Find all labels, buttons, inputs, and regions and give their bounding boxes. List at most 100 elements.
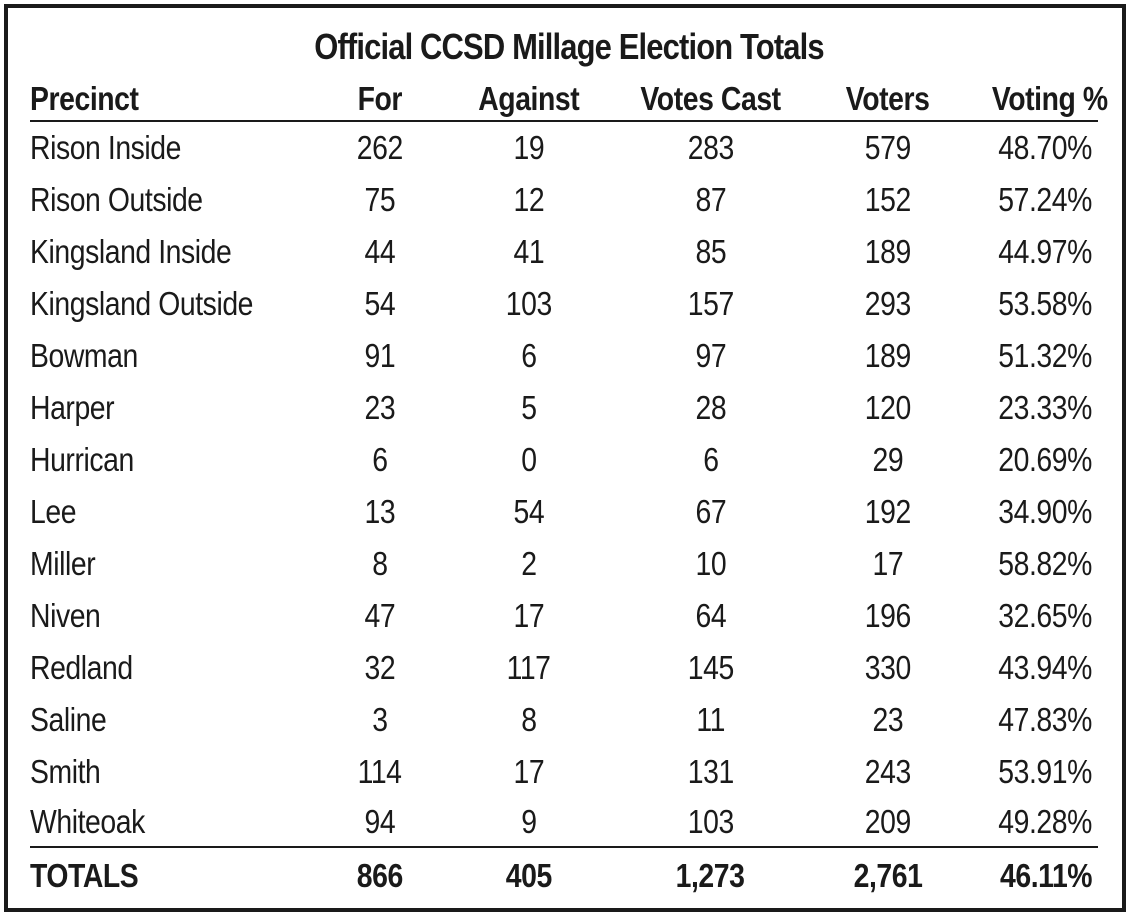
cell-voters: 293 bbox=[864, 285, 912, 322]
cell-precinct: Bowman bbox=[30, 337, 138, 374]
cell-voters: 23 bbox=[872, 701, 904, 738]
cell-votes-cast: 10 bbox=[695, 545, 726, 582]
cell-precinct: Kingsland Inside bbox=[30, 233, 232, 270]
cell-for: 6 bbox=[372, 441, 388, 478]
header-votes-cast: Votes Cast bbox=[618, 78, 803, 122]
cell-voters: 330 bbox=[864, 649, 912, 686]
cell-voting-pct: 20.69% bbox=[998, 441, 1092, 478]
cell-votes-cast: 283 bbox=[687, 129, 734, 166]
cell-precinct: Whiteoak bbox=[30, 798, 320, 848]
table-row: Miller 8 2 10 17 58.82% bbox=[30, 538, 1098, 590]
header-for: For bbox=[320, 78, 440, 122]
cell-votes-cast: 87 bbox=[695, 181, 726, 218]
cell-against: 12 bbox=[513, 181, 545, 218]
cell-votes-cast: 131 bbox=[687, 753, 734, 790]
cell-voters: 192 bbox=[864, 493, 912, 530]
cell-against: 19 bbox=[513, 129, 545, 166]
cell-for: 8 bbox=[372, 545, 388, 582]
cell-voters: 120 bbox=[864, 389, 912, 426]
cell-voting-pct: 47.83% bbox=[998, 701, 1092, 738]
cell-votes-cast: 145 bbox=[687, 649, 734, 686]
cell-against: 41 bbox=[513, 233, 545, 270]
cell-precinct: Saline bbox=[30, 701, 107, 738]
cell-for: 23 bbox=[364, 389, 396, 426]
cell-voters: 209 bbox=[803, 798, 973, 848]
table-row: Rison Outside 75 12 87 152 57.24% bbox=[30, 174, 1098, 226]
cell-against: 9 bbox=[440, 798, 618, 848]
cell-voters: 189 bbox=[864, 337, 912, 374]
cell-votes-cast: 97 bbox=[695, 337, 726, 374]
page-title: Official CCSD Millage Election Totals bbox=[314, 26, 824, 67]
cell-against: 5 bbox=[521, 389, 537, 426]
cell-voting-pct: 51.32% bbox=[998, 337, 1092, 374]
cell-for: 75 bbox=[364, 181, 396, 218]
cell-voters: 189 bbox=[864, 233, 912, 270]
table-row: Redland 32 117 145 330 43.94% bbox=[30, 642, 1098, 694]
cell-voters: 152 bbox=[864, 181, 912, 218]
cell-voting-pct: 58.82% bbox=[998, 545, 1092, 582]
cell-votes-cast: 67 bbox=[695, 493, 726, 530]
cell-voting-pct: 43.94% bbox=[998, 649, 1092, 686]
cell-voters: 17 bbox=[872, 545, 904, 582]
totals-for: 866 bbox=[356, 857, 404, 894]
totals-voters: 2,761 bbox=[853, 857, 923, 894]
cell-voting-pct: 49.28% bbox=[973, 798, 1098, 848]
cell-against: 17 bbox=[513, 753, 545, 790]
cell-voters: 243 bbox=[864, 753, 912, 790]
cell-voting-pct: 32.65% bbox=[998, 597, 1092, 634]
table-row: Saline 3 8 11 23 47.83% bbox=[30, 694, 1098, 746]
cell-for: 262 bbox=[356, 129, 404, 166]
cell-votes-cast: 64 bbox=[695, 597, 726, 634]
cell-precinct: Hurrican bbox=[30, 441, 134, 478]
header-voters: Voters bbox=[803, 78, 973, 122]
cell-precinct: Niven bbox=[30, 597, 101, 634]
cell-votes-cast: 11 bbox=[696, 701, 725, 738]
cell-precinct: Harper bbox=[30, 389, 115, 426]
table-row: Harper 23 5 28 120 23.33% bbox=[30, 382, 1098, 434]
cell-voters: 29 bbox=[872, 441, 904, 478]
totals-against: 405 bbox=[505, 857, 553, 894]
election-totals-table: Precinct For Against Votes Cast Voters V… bbox=[30, 78, 1108, 904]
cell-voting-pct: 57.24% bbox=[998, 181, 1092, 218]
cell-precinct: Kingsland Outside bbox=[30, 285, 254, 322]
cell-voters: 579 bbox=[864, 129, 912, 166]
cell-voting-pct: 44.97% bbox=[998, 233, 1092, 270]
cell-votes-cast: 28 bbox=[695, 389, 726, 426]
cell-votes-cast: 157 bbox=[687, 285, 734, 322]
table-row: Kingsland Outside 54 103 157 293 53.58% bbox=[30, 278, 1098, 330]
cell-against: 2 bbox=[521, 545, 537, 582]
totals-label: TOTALS bbox=[30, 857, 139, 894]
cell-voting-pct: 53.91% bbox=[998, 753, 1092, 790]
cell-against: 103 bbox=[505, 285, 553, 322]
totals-votes-cast: 1,273 bbox=[676, 857, 745, 894]
cell-for: 47 bbox=[364, 597, 396, 634]
table-row: Bowman 91 6 97 189 51.32% bbox=[30, 330, 1098, 382]
table-row: Hurrican 6 0 6 29 20.69% bbox=[30, 434, 1098, 486]
cell-voting-pct: 34.90% bbox=[998, 493, 1092, 530]
cell-for: 114 bbox=[358, 753, 402, 790]
table-border bbox=[4, 4, 1126, 912]
cell-for: 54 bbox=[364, 285, 396, 322]
cell-against: 6 bbox=[521, 337, 537, 374]
cell-against: 54 bbox=[513, 493, 545, 530]
cell-votes-cast: 85 bbox=[695, 233, 726, 270]
table-row: Whiteoak 94 9 103 209 49.28% bbox=[30, 798, 1098, 848]
header-voting-pct: Voting % bbox=[973, 78, 1108, 122]
cell-precinct: Rison Outside bbox=[30, 181, 203, 218]
table-row: Rison Inside 262 19 283 579 48.70% bbox=[30, 121, 1098, 174]
cell-against: 17 bbox=[513, 597, 545, 634]
cell-precinct: Redland bbox=[30, 649, 133, 686]
cell-voting-pct: 53.58% bbox=[998, 285, 1092, 322]
cell-precinct: Smith bbox=[30, 753, 101, 790]
cell-for: 3 bbox=[372, 701, 388, 738]
cell-for: 91 bbox=[364, 337, 396, 374]
table-row: Lee 13 54 67 192 34.90% bbox=[30, 486, 1098, 538]
table-row: Kingsland Inside 44 41 85 189 44.97% bbox=[30, 226, 1098, 278]
cell-voters: 196 bbox=[864, 597, 912, 634]
totals-row: TOTALS 866 405 1,273 2,761 46.11% bbox=[30, 847, 1098, 904]
cell-against: 8 bbox=[521, 701, 537, 738]
cell-precinct: Lee bbox=[30, 493, 77, 530]
cell-for: 13 bbox=[364, 493, 396, 530]
cell-precinct: Rison Inside bbox=[30, 129, 182, 166]
cell-for: 44 bbox=[364, 233, 396, 270]
